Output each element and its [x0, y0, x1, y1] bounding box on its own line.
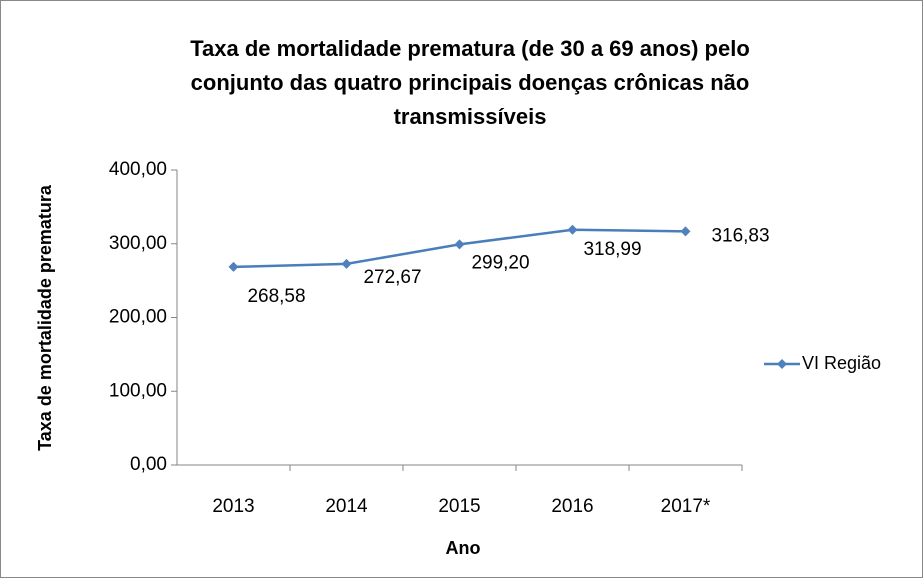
x-axis-title: Ano: [446, 538, 481, 558]
data-label: 268,58: [247, 286, 305, 307]
chart-title: Taxa de mortalidade prematura (de 30 a 6…: [190, 36, 750, 129]
data-point: [680, 226, 691, 237]
data-label: 318,99: [583, 239, 641, 260]
legend-marker: [777, 359, 787, 369]
x-tick-label: 2017*: [661, 496, 711, 517]
y-tick-label: 400,00: [109, 159, 167, 180]
data-label: 299,20: [471, 252, 529, 273]
x-tick-label: 2015: [438, 496, 480, 517]
data-point: [454, 239, 465, 250]
legend-label: VI Região: [802, 353, 881, 373]
data-point: [341, 258, 352, 269]
data-point: [567, 224, 578, 235]
data-label: 316,83: [711, 225, 769, 246]
y-tick-label: 200,00: [109, 307, 167, 328]
data-point: [228, 261, 239, 272]
y-tick-label: 300,00: [109, 233, 167, 254]
y-tick-label: 100,00: [109, 380, 167, 401]
data-label: 272,67: [363, 267, 421, 288]
y-tick-label: 0,00: [130, 454, 167, 475]
y-axis-title: Taxa de mortalidade prematura: [35, 184, 55, 451]
x-tick-label: 2013: [212, 496, 254, 517]
x-tick-label: 2016: [551, 496, 593, 517]
x-tick-label: 2014: [325, 496, 368, 517]
